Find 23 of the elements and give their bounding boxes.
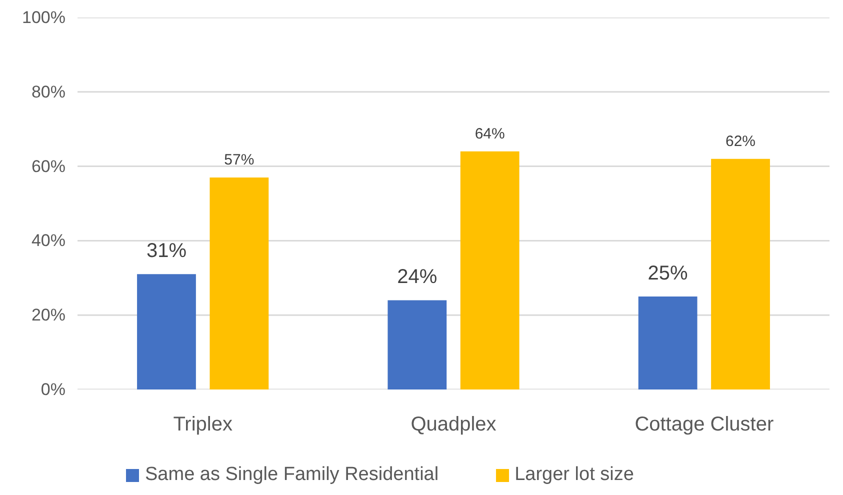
y-tick-label: 0% [40,380,66,399]
data-label: 62% [726,132,756,150]
data-label: 24% [397,266,438,288]
data-label: 57% [224,151,254,168]
legend-label: Larger lot size [514,464,634,486]
y-tick-label: 20% [31,306,66,325]
x-tick-label: Cottage Cluster [634,414,774,436]
bar [638,296,698,390]
y-tick-label: 80% [31,82,66,102]
bar [210,177,269,390]
bar [711,158,770,390]
legend-label: Same as Single Family Residential [145,464,439,486]
data-label: 25% [648,262,688,284]
y-tick-label: 60% [31,156,66,176]
bar [137,274,196,390]
bar [460,151,520,390]
x-tick-label: Triplex [173,414,232,436]
y-tick-label: 40% [31,231,66,250]
bar [388,300,447,390]
x-tick-label: Quadplex [410,414,496,436]
data-label: 31% [146,240,187,262]
y-tick-label: 100% [22,8,66,27]
data-label: 64% [474,125,505,142]
